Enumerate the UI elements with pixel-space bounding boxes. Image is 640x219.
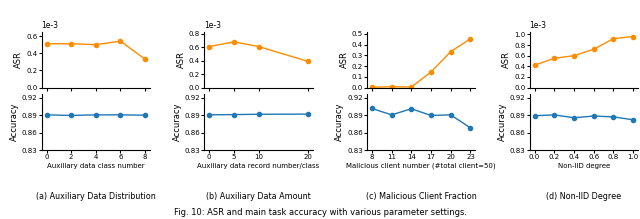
Text: (c) Malicious Client Fraction: (c) Malicious Client Fraction — [366, 192, 477, 201]
Y-axis label: Accuracy: Accuracy — [498, 103, 507, 141]
X-axis label: Auxiliary data class number: Auxiliary data class number — [47, 163, 145, 169]
X-axis label: Auxiliary data record number/class: Auxiliary data record number/class — [197, 163, 319, 169]
Y-axis label: ASR: ASR — [502, 51, 511, 68]
Y-axis label: ASR: ASR — [340, 51, 349, 68]
Text: (d) Non-IID Degree: (d) Non-IID Degree — [547, 192, 621, 201]
X-axis label: Malicious client number (#total client=50): Malicious client number (#total client=5… — [346, 163, 496, 170]
Y-axis label: Accuracy: Accuracy — [10, 103, 19, 141]
Y-axis label: Accuracy: Accuracy — [335, 103, 344, 141]
Text: 1e-3: 1e-3 — [204, 21, 221, 30]
Y-axis label: ASR: ASR — [177, 51, 186, 68]
Text: 1e-3: 1e-3 — [530, 21, 547, 30]
Text: 1e-3: 1e-3 — [42, 21, 59, 30]
Text: (a) Auxiliary Data Distribution: (a) Auxiliary Data Distribution — [36, 192, 156, 201]
Text: Fig. 10: ASR and main task accuracy with various parameter settings.: Fig. 10: ASR and main task accuracy with… — [173, 208, 467, 217]
Y-axis label: Accuracy: Accuracy — [173, 103, 182, 141]
X-axis label: Non-IID degree: Non-IID degree — [557, 163, 610, 169]
Text: (b) Auxiliary Data Amount: (b) Auxiliary Data Amount — [206, 192, 311, 201]
Y-axis label: ASR: ASR — [15, 51, 24, 68]
